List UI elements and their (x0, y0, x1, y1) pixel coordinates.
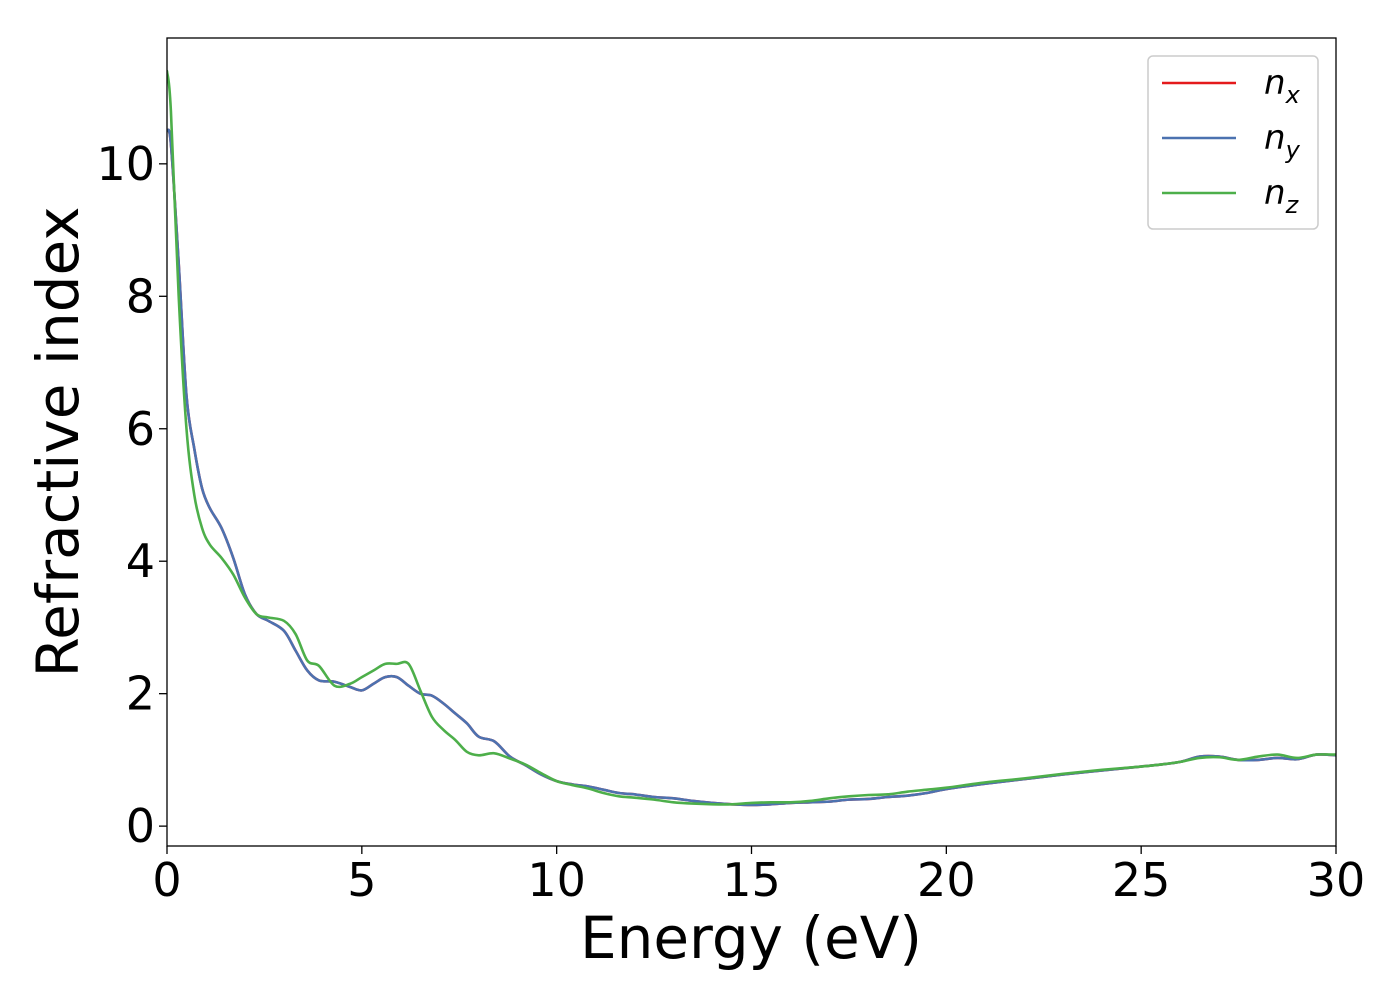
x-tick-label: 30 (1307, 853, 1366, 907)
y-tick-label: 2 (126, 667, 155, 721)
y-tick-label: 8 (126, 269, 155, 323)
y-tick-label: 4 (126, 534, 155, 588)
y-tick-label: 10 (96, 137, 155, 191)
x-tick-label: 25 (1112, 853, 1171, 907)
legend-box (1147, 55, 1319, 230)
x-axis-ticks: 0 5 10 15 20 25 30 (152, 846, 1365, 907)
y-axis-label: Refractive index (24, 206, 92, 677)
x-tick-label: 0 (152, 853, 181, 907)
y-tick-label: 0 (126, 799, 155, 853)
x-tick-label: 5 (347, 853, 376, 907)
series-line-z (167, 69, 1336, 806)
x-tick-label: 15 (722, 853, 781, 907)
y-tick-label: 6 (126, 402, 155, 456)
legend: nx ny nz (1147, 55, 1319, 230)
legend-label-z: nz (1264, 173, 1300, 219)
legend-label-x: nx (1264, 63, 1301, 109)
y-axis-ticks: 0 2 4 6 8 10 (96, 137, 167, 853)
series-layer (167, 69, 1336, 807)
series-line-x (167, 128, 1336, 807)
series-line-y (167, 128, 1336, 807)
x-axis-label: Energy (eV) (580, 904, 922, 972)
x-tick-label: 10 (527, 853, 586, 907)
x-tick-label: 20 (917, 853, 976, 907)
legend-label-y: ny (1264, 118, 1301, 164)
